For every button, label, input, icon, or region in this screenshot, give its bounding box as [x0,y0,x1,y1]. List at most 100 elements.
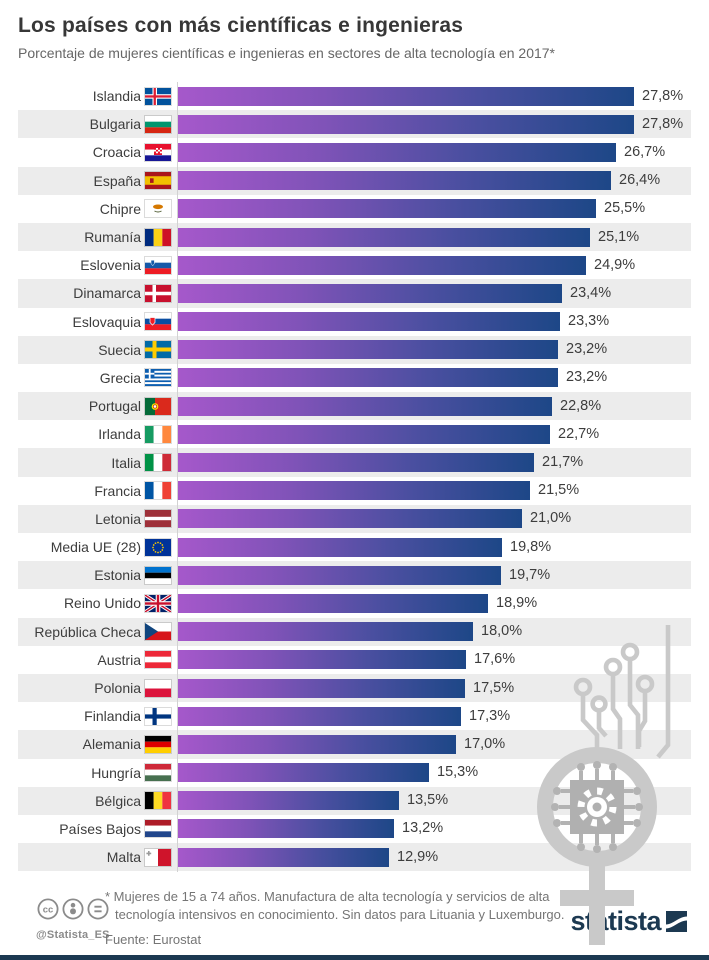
bar-area: 25,1% [177,227,691,247]
bar [177,593,488,613]
country-label: Bélgica [95,792,141,809]
bottom-accent-bar [0,955,709,960]
flag-bg-icon [145,115,171,133]
bar-row: Austria 17,6% [18,646,691,674]
flag-pt-icon [145,397,171,415]
country-label: República Checa [34,623,141,640]
value-label: 19,8% [510,538,552,555]
flag-it-icon [145,454,171,472]
equals-icon [94,905,102,913]
bar [177,706,461,726]
bar-area: 27,8% [177,86,691,106]
statista-wordmark: statista [570,906,661,936]
flag-se-icon [145,341,171,359]
flag-nl-icon [145,820,171,838]
bar-row: España 26,4% [18,166,691,195]
bar [177,622,473,642]
bar-row: Hungría 15,3% [18,759,691,787]
country-label: Letonia [95,510,141,527]
bar [177,734,456,754]
bar-row: Reino Unido 18,9% [18,589,691,617]
value-label: 23,4% [570,284,612,301]
flag-es-icon [145,172,171,190]
bar-area: 13,2% [177,819,691,839]
bar-row: Países Bajos 13,2% [18,815,691,843]
flag-dk-icon [145,284,171,302]
bar-row: Bulgaria 27,8% [18,110,691,139]
value-label: 26,4% [619,172,661,189]
bar [177,678,465,698]
bar-row: Chipre 25,5% [18,195,691,223]
bar [177,763,429,783]
flag-eu-icon [145,538,171,556]
bar [177,312,560,332]
cc-license-icons: cc [37,898,109,920]
flag-de-icon [145,735,171,753]
bar-area: 17,5% [177,678,691,698]
bar-row: Estonia 19,7% [18,561,691,590]
country-label: Malta [106,849,141,866]
bar [177,283,562,303]
bar-row: Finlandia 17,3% [18,702,691,730]
bar-row: Rumanía 25,1% [18,222,691,252]
bar-chart: Islandia 27,8% Bulgaria 27,8% Croacia 26… [0,82,709,945]
flag-si-icon [145,256,171,274]
country-label: Eslovaquia [72,313,142,330]
flag-gr-icon [145,369,171,387]
bar-area: 13,5% [177,791,691,811]
bar-row: Malta 12,9% [18,843,691,872]
country-label: Portugal [88,398,141,415]
value-label: 21,0% [530,510,572,527]
flag-fi-icon [145,707,171,725]
flag-cy-icon [145,200,171,218]
bar-area: 18,0% [177,622,691,642]
cc-icon: cc [43,905,54,916]
bar-row: República Checa 18,0% [18,617,691,646]
country-label: Reino Unido [63,595,141,612]
country-label: Suecia [98,341,141,358]
bar-area: 23,2% [177,368,691,388]
country-label: Irlanda [98,426,141,443]
bar-row: Croacia 26,7% [18,138,691,166]
attribution-icon [70,902,76,915]
flag-at-icon [145,651,171,669]
bar [177,791,399,811]
flag-be-icon [145,792,171,810]
country-label: Rumanía [84,229,141,246]
flag-mt-icon [145,848,171,866]
bar-area: 23,4% [177,283,691,303]
flag-ee-icon [145,566,171,584]
bar [177,537,502,557]
value-label: 17,5% [473,679,515,696]
bar-area: 21,5% [177,481,691,501]
statista-logo: statista [570,906,687,937]
bar-row: Bélgica 13,5% [18,786,691,815]
bar-area: 22,7% [177,424,691,444]
value-label: 24,9% [594,256,636,273]
bar [177,171,611,191]
bar [177,847,389,867]
bar-row: Alemania 17,0% [18,730,691,759]
value-label: 22,8% [560,397,602,414]
country-label: Eslovenia [80,257,141,274]
bar-row: Eslovaquia 23,3% [18,308,691,336]
bar-area: 21,7% [177,453,691,473]
flag-is-icon [145,87,171,105]
value-label: 18,9% [496,594,538,611]
bar [177,424,550,444]
flag-cz-icon [145,623,171,641]
bar-row: Irlanda 22,7% [18,420,691,448]
page-title: Los países con más científicas e ingenie… [18,14,464,37]
bar-row: Media UE (28) 19,8% [18,533,691,561]
value-label: 21,7% [542,454,584,471]
footer: cc @Statista_ES * Mujeres de 15 a 74 año… [0,880,709,955]
bar [177,227,590,247]
flag-pl-icon [145,679,171,697]
bar-rows: Islandia 27,8% Bulgaria 27,8% Croacia 26… [0,82,709,872]
statista-logo-icon [666,911,687,932]
bar [177,481,530,501]
bar-row: Suecia 23,2% [18,335,691,364]
bar-area: 17,0% [177,734,691,754]
value-label: 21,5% [538,482,580,499]
